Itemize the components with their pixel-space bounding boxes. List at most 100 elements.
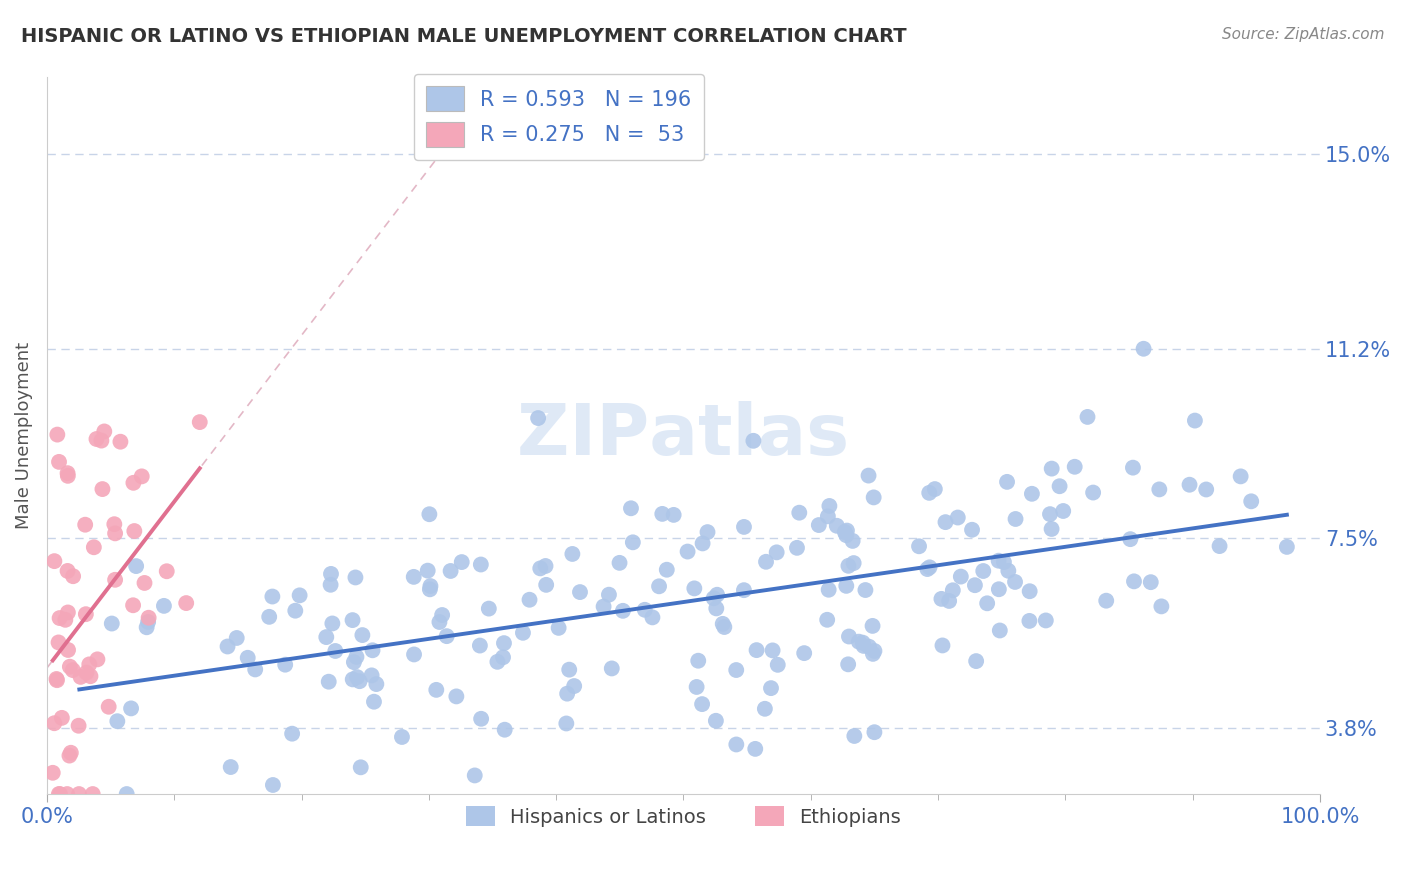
Point: [754, 702, 776, 716]
Point: [416, 564, 439, 578]
Point: [612, 604, 634, 618]
Point: [742, 434, 765, 448]
Point: [104, 526, 127, 541]
Point: [561, 547, 583, 561]
Point: [79, 657, 101, 672]
Point: [1184, 414, 1206, 428]
Point: [949, 569, 972, 583]
Point: [1049, 479, 1071, 493]
Point: [344, 570, 367, 584]
Point: [45, 672, 67, 686]
Point: [321, 616, 343, 631]
Point: [529, 561, 551, 575]
Point: [938, 594, 960, 608]
Point: [918, 486, 941, 500]
Point: [67, 719, 90, 733]
Point: [153, 599, 176, 613]
Point: [662, 508, 685, 522]
Point: [745, 643, 768, 657]
Point: [56, 787, 79, 801]
Point: [56, 468, 79, 483]
Point: [494, 723, 516, 737]
Point: [1123, 574, 1146, 589]
Point: [62, 569, 84, 583]
Point: [786, 541, 808, 555]
Point: [817, 509, 839, 524]
Point: [534, 559, 557, 574]
Point: [318, 674, 340, 689]
Point: [48, 611, 70, 625]
Point: [1240, 494, 1263, 508]
Point: [110, 434, 132, 449]
Point: [360, 668, 382, 682]
Point: [56, 564, 79, 578]
Point: [598, 588, 620, 602]
Point: [815, 613, 838, 627]
Point: [315, 630, 337, 644]
Point: [555, 687, 578, 701]
Point: [766, 657, 789, 672]
Point: [1119, 532, 1142, 546]
Point: [1081, 485, 1104, 500]
Text: HISPANIC OR LATINO VS ETHIOPIAN MALE UNEMPLOYMENT CORRELATION CHART: HISPANIC OR LATINO VS ETHIOPIAN MALE UNE…: [21, 27, 907, 45]
Point: [46, 427, 69, 442]
Point: [75, 517, 97, 532]
Point: [993, 555, 1015, 569]
Point: [965, 654, 987, 668]
Point: [363, 695, 385, 709]
Point: [101, 616, 124, 631]
Point: [963, 578, 986, 592]
Point: [817, 582, 839, 597]
Point: [425, 682, 447, 697]
Point: [972, 564, 994, 578]
Point: [56, 643, 79, 657]
Point: [217, 640, 239, 654]
Point: [512, 625, 534, 640]
Point: [342, 673, 364, 687]
Point: [135, 620, 157, 634]
Point: [818, 499, 841, 513]
Point: [858, 468, 880, 483]
Point: [288, 588, 311, 602]
Point: [755, 555, 778, 569]
Point: [908, 539, 931, 553]
Point: [1150, 599, 1173, 614]
Point: [323, 644, 346, 658]
Point: [725, 663, 748, 677]
Point: [634, 603, 657, 617]
Point: [562, 679, 585, 693]
Point: [761, 643, 783, 657]
Point: [48, 455, 70, 469]
Point: [759, 681, 782, 695]
Point: [558, 663, 581, 677]
Point: [683, 582, 706, 596]
Point: [83, 541, 105, 555]
Point: [711, 616, 734, 631]
Point: [704, 601, 727, 615]
Point: [676, 544, 699, 558]
Point: [284, 604, 307, 618]
Point: [91, 482, 114, 496]
Point: [931, 591, 953, 606]
Point: [46, 673, 69, 688]
Point: [138, 611, 160, 625]
Point: [1021, 487, 1043, 501]
Point: [492, 650, 515, 665]
Point: [835, 528, 858, 542]
Point: [765, 545, 787, 559]
Point: [1039, 507, 1062, 521]
Point: [470, 558, 492, 572]
Point: [1076, 409, 1098, 424]
Point: [349, 674, 371, 689]
Point: [450, 555, 472, 569]
Point: [90, 434, 112, 448]
Point: [862, 619, 884, 633]
Point: [82, 787, 104, 801]
Point: [1040, 522, 1063, 536]
Point: [486, 655, 509, 669]
Point: [281, 727, 304, 741]
Point: [492, 636, 515, 650]
Point: [49, 787, 72, 801]
Point: [1035, 614, 1057, 628]
Point: [976, 596, 998, 610]
